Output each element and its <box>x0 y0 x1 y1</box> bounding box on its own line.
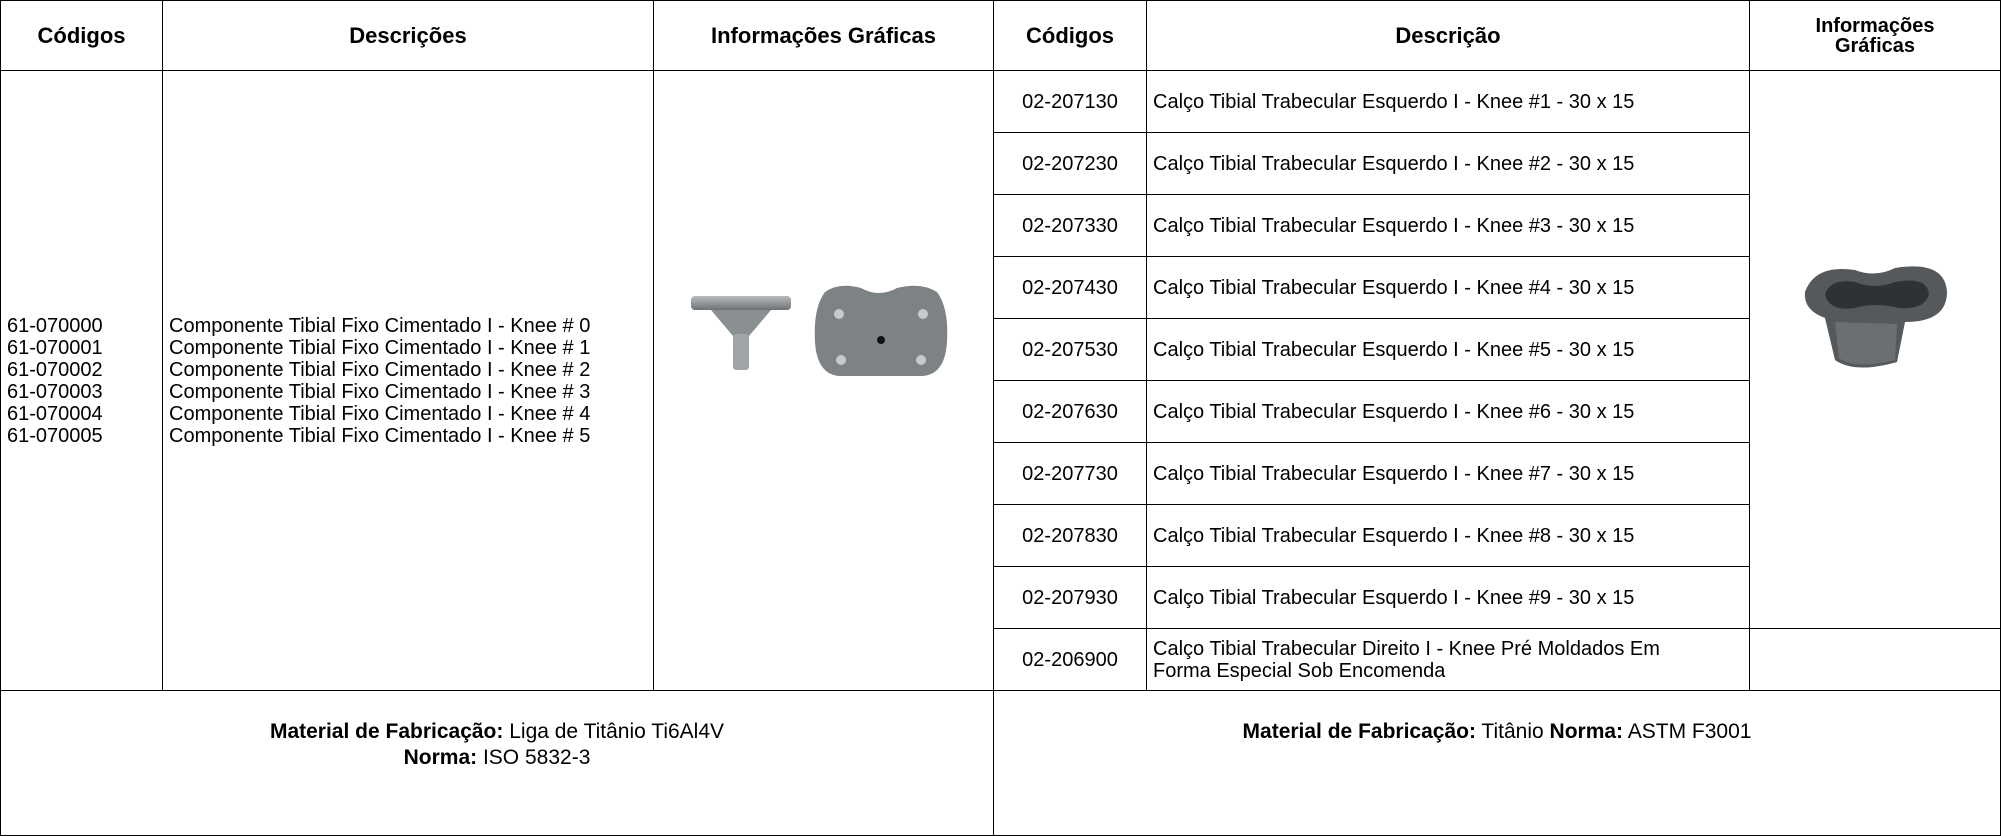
header: Códigos <box>0 0 163 71</box>
description-cell: Calço Tibial Trabecular Esquerdo I - Kne… <box>1146 380 1750 443</box>
row: 02-207630 Calço Tibial Trabecular Esquerd… <box>1 380 2001 443</box>
code: 02-207330 <box>993 194 1147 257</box>
description: Calço Tibial Trabecular Esquerdo I - Kne… <box>1153 90 1635 113</box>
description: Calço Tibial Trabecular Esquerdo I - Kne… <box>1153 338 1635 361</box>
description: Componente Tibial Fixo Cimentado I - Kne… <box>169 424 591 447</box>
description: Componente Tibial Fixo Cimentado I - Kne… <box>169 314 591 337</box>
header: Descrições <box>162 0 654 71</box>
description-cell: Calço Tibial Trabecular Direito I - Knee… <box>1146 628 1750 691</box>
code: 02-207930 <box>993 566 1147 629</box>
row: 02-207830 Calço Tibial Trabecular Esquerd… <box>1 504 2001 567</box>
header: Informações Gráficas <box>1749 0 2001 71</box>
label: Material de Fabricação: <box>1242 720 1476 743</box>
code: 02-207830 <box>993 504 1147 567</box>
row: 02-207230 Calço Tibial Trabecular Esquerd… <box>1 132 2001 195</box>
code: 61-070002 <box>7 358 103 381</box>
description: Componente Tibial Fixo Cimentado I - Kne… <box>169 402 591 425</box>
header-text: Informações Gráficas <box>1815 14 1935 57</box>
footer-left: Material de Fabricação: Liga de Titânio … <box>0 690 994 836</box>
value: ASTM F3001 <box>1627 720 1752 743</box>
code: 02-207130 <box>993 70 1147 133</box>
code: 61-070001 <box>7 336 103 359</box>
label: Norma: <box>1549 720 1624 743</box>
code: 61-070005 <box>7 424 103 447</box>
description-cell: Calço Tibial Trabecular Esquerdo I - Kne… <box>1146 70 1750 133</box>
header-row: Códigos Descrições Informações Gráficas … <box>0 0 2001 71</box>
left-image <box>653 70 994 691</box>
label: Norma: <box>403 746 478 769</box>
value: ISO 5832-3 <box>482 746 591 769</box>
description: Calço Tibial Trabecular Esquerdo I - Kne… <box>1153 214 1635 237</box>
description-cell: Calço Tibial Trabecular Esquerdo I - Kne… <box>1146 256 1750 319</box>
description-cell: Calço Tibial Trabecular Esquerdo I - Kne… <box>1146 442 1750 505</box>
description-cell: Calço Tibial Trabecular Esquerdo I - Kne… <box>1146 566 1750 629</box>
row: 02-207330 Calço Tibial Trabecular Esquerd… <box>1 194 2001 257</box>
row: 02-207530 Calço Tibial Trabecular Esquerd… <box>1 318 2001 381</box>
header: Descrição <box>1146 0 1750 71</box>
description-cell: Calço Tibial Trabecular Esquerdo I - Kne… <box>1146 318 1750 381</box>
footer-right: Material de Fabricação: Titânio Norma: A… <box>993 690 2001 836</box>
description: Calço Tibial Trabecular Esquerdo I - Kne… <box>1153 276 1635 299</box>
tibial-wedge-image <box>1804 266 1947 368</box>
row: 02-207430 Calço Tibial Trabecular Esquerd… <box>1 256 2001 319</box>
left-descriptions: Componente Tibial Fixo Cimentado I - Kne… <box>162 70 654 691</box>
description: Calço Tibial Trabecular Direito I - Knee… <box>1153 637 1660 682</box>
footer-row: Material de Fabricação: Liga de Titânio … <box>0 690 2001 836</box>
header: Códigos <box>993 0 1147 71</box>
empty-cell <box>1749 628 2001 691</box>
description: Calço Tibial Trabecular Esquerdo I - Kne… <box>1153 152 1635 175</box>
code: 61-070004 <box>7 402 103 425</box>
right-image <box>1749 70 2001 629</box>
label: Material de Fabricação: <box>269 720 504 743</box>
description-cell: Calço Tibial Trabecular Esquerdo I - Kne… <box>1146 504 1750 567</box>
row: 61-070000 61-070001 61-070002 61-070003 61-0… <box>0 70 2001 691</box>
description: Calço Tibial Trabecular Esquerdo I - Kne… <box>1153 586 1635 609</box>
description: Calço Tibial Trabecular Esquerdo I - Kne… <box>1153 400 1635 423</box>
code: 61-070000 <box>7 314 103 337</box>
code: 02-207430 <box>993 256 1147 319</box>
description: Calço Tibial Trabecular Esquerdo I - Kne… <box>1153 524 1635 547</box>
description: Componente Tibial Fixo Cimentado I - Kne… <box>169 380 591 403</box>
description-cell: Calço Tibial Trabecular Esquerdo I - Kne… <box>1146 132 1750 195</box>
code: 02-207730 <box>993 442 1147 505</box>
row: 02-207730 Calço Tibial Trabecular Esquerd… <box>1 442 2001 505</box>
description: Componente Tibial Fixo Cimentado I - Kne… <box>169 358 591 381</box>
code: 02-207630 <box>993 380 1147 443</box>
row: 02-207930 Calço Tibial Trabecular Esquerd… <box>1 566 2001 629</box>
left-codes: 61-070000 61-070001 61-070002 61-070003 61-0… <box>0 70 163 691</box>
value: Liga de Titânio Ti6Al4V <box>509 720 725 743</box>
description: Calço Tibial Trabecular Esquerdo I - Kne… <box>1153 462 1635 485</box>
header: Informações Gráficas <box>653 0 994 71</box>
tibial-component-image <box>690 285 947 376</box>
description: Componente Tibial Fixo Cimentado I - Kne… <box>169 336 591 359</box>
row: 02-206900 Calço Tibial Trabecular Direito… <box>1 628 2001 691</box>
code: 02-206900 <box>993 628 1147 691</box>
code: 02-207530 <box>993 318 1147 381</box>
code: 61-070003 <box>7 380 103 403</box>
description-cell: Calço Tibial Trabecular Esquerdo I - Kne… <box>1146 194 1750 257</box>
code: 02-207230 <box>993 132 1147 195</box>
value: Titânio <box>1481 720 1544 743</box>
